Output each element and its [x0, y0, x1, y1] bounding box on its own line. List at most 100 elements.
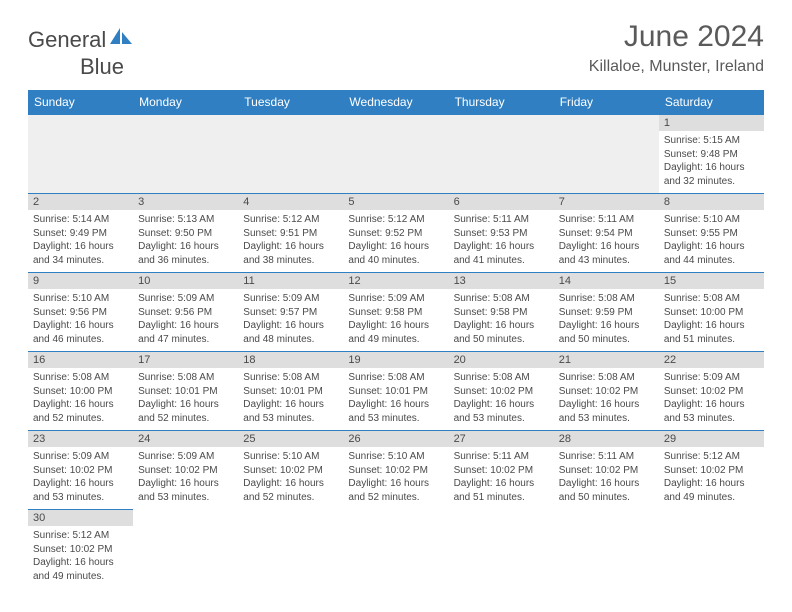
sunrise-text: Sunrise: 5:08 AM	[664, 292, 759, 306]
day-number: 24	[133, 431, 238, 447]
weekday-header: Wednesday	[343, 90, 448, 115]
day-cell: 27Sunrise: 5:11 AMSunset: 10:02 PMDaylig…	[449, 431, 554, 510]
day-number: 11	[238, 273, 343, 289]
sunset-text: Sunset: 10:02 PM	[664, 385, 759, 399]
sunrise-text: Sunrise: 5:12 AM	[243, 213, 338, 227]
day-details: Sunrise: 5:10 AMSunset: 10:02 PMDaylight…	[238, 447, 343, 509]
daylight-text-2: and 53 minutes.	[243, 412, 338, 426]
day-cell: 4Sunrise: 5:12 AMSunset: 9:51 PMDaylight…	[238, 194, 343, 273]
day-number: 25	[238, 431, 343, 447]
sunrise-text: Sunrise: 5:09 AM	[33, 450, 128, 464]
sunset-text: Sunset: 9:54 PM	[559, 227, 654, 241]
day-number: 26	[343, 431, 448, 447]
daylight-text-1: Daylight: 16 hours	[33, 477, 128, 491]
sail-icon	[108, 26, 134, 53]
empty-cell	[133, 115, 238, 194]
day-cell: 5Sunrise: 5:12 AMSunset: 9:52 PMDaylight…	[343, 194, 448, 273]
daylight-text-2: and 40 minutes.	[348, 254, 443, 268]
daylight-text-1: Daylight: 16 hours	[348, 398, 443, 412]
day-number: 6	[449, 194, 554, 210]
weekday-header: Saturday	[659, 90, 764, 115]
day-number: 19	[343, 352, 448, 368]
sunset-text: Sunset: 9:56 PM	[138, 306, 233, 320]
sunset-text: Sunset: 9:50 PM	[138, 227, 233, 241]
daylight-text-1: Daylight: 16 hours	[559, 319, 654, 333]
empty-cell	[343, 115, 448, 194]
calendar-row: 30Sunrise: 5:12 AMSunset: 10:02 PMDaylig…	[28, 510, 764, 589]
sunset-text: Sunset: 10:02 PM	[664, 464, 759, 478]
day-details: Sunrise: 5:08 AMSunset: 10:01 PMDaylight…	[343, 368, 448, 430]
day-cell: 17Sunrise: 5:08 AMSunset: 10:01 PMDaylig…	[133, 352, 238, 431]
daylight-text-1: Daylight: 16 hours	[559, 240, 654, 254]
daylight-text-2: and 52 minutes.	[138, 412, 233, 426]
sunset-text: Sunset: 10:01 PM	[348, 385, 443, 399]
day-details: Sunrise: 5:11 AMSunset: 9:54 PMDaylight:…	[554, 210, 659, 272]
daylight-text-1: Daylight: 16 hours	[138, 240, 233, 254]
sunrise-text: Sunrise: 5:08 AM	[33, 371, 128, 385]
logo-text-2: Blue	[80, 54, 124, 79]
daylight-text-1: Daylight: 16 hours	[348, 319, 443, 333]
day-cell: 29Sunrise: 5:12 AMSunset: 10:02 PMDaylig…	[659, 431, 764, 510]
calendar-body: 1Sunrise: 5:15 AMSunset: 9:48 PMDaylight…	[28, 115, 764, 589]
weekday-header: Sunday	[28, 90, 133, 115]
sunrise-text: Sunrise: 5:11 AM	[454, 213, 549, 227]
day-number: 23	[28, 431, 133, 447]
day-number: 2	[28, 194, 133, 210]
sunrise-text: Sunrise: 5:09 AM	[138, 450, 233, 464]
daylight-text-2: and 41 minutes.	[454, 254, 549, 268]
daylight-text-2: and 49 minutes.	[348, 333, 443, 347]
sunrise-text: Sunrise: 5:09 AM	[243, 292, 338, 306]
day-number: 17	[133, 352, 238, 368]
sunrise-text: Sunrise: 5:12 AM	[348, 213, 443, 227]
sunrise-text: Sunrise: 5:10 AM	[243, 450, 338, 464]
daylight-text-2: and 51 minutes.	[454, 491, 549, 505]
day-cell: 6 Sunrise: 5:11 AMSunset: 9:53 PMDaylight…	[449, 194, 554, 273]
day-details: Sunrise: 5:08 AMSunset: 9:59 PMDaylight:…	[554, 289, 659, 351]
sunset-text: Sunset: 9:48 PM	[664, 148, 759, 162]
sunrise-text: Sunrise: 5:12 AM	[664, 450, 759, 464]
day-number: 27	[449, 431, 554, 447]
day-number: 15	[659, 273, 764, 289]
day-cell: 2Sunrise: 5:14 AMSunset: 9:49 PMDaylight…	[28, 194, 133, 273]
sunrise-text: Sunrise: 5:08 AM	[138, 371, 233, 385]
weekday-header: Tuesday	[238, 90, 343, 115]
daylight-text-1: Daylight: 16 hours	[348, 477, 443, 491]
sunset-text: Sunset: 9:53 PM	[454, 227, 549, 241]
sunset-text: Sunset: 10:00 PM	[33, 385, 128, 399]
day-cell: 24Sunrise: 5:09 AMSunset: 10:02 PMDaylig…	[133, 431, 238, 510]
daylight-text-1: Daylight: 16 hours	[243, 398, 338, 412]
calendar-row: 2Sunrise: 5:14 AMSunset: 9:49 PMDaylight…	[28, 194, 764, 273]
day-cell: 22Sunrise: 5:09 AMSunset: 10:02 PMDaylig…	[659, 352, 764, 431]
sunset-text: Sunset: 9:49 PM	[33, 227, 128, 241]
sunrise-text: Sunrise: 5:09 AM	[664, 371, 759, 385]
daylight-text-2: and 50 minutes.	[454, 333, 549, 347]
daylight-text-2: and 52 minutes.	[33, 412, 128, 426]
day-number: 16	[28, 352, 133, 368]
daylight-text-2: and 52 minutes.	[243, 491, 338, 505]
daylight-text-2: and 46 minutes.	[33, 333, 128, 347]
sunrise-text: Sunrise: 5:08 AM	[348, 371, 443, 385]
calendar-row: 16Sunrise: 5:08 AMSunset: 10:00 PMDaylig…	[28, 352, 764, 431]
month-title: June 2024	[589, 20, 764, 54]
daylight-text-2: and 43 minutes.	[559, 254, 654, 268]
daylight-text-2: and 50 minutes.	[559, 333, 654, 347]
daylight-text-1: Daylight: 16 hours	[664, 319, 759, 333]
day-details: Sunrise: 5:09 AMSunset: 10:02 PMDaylight…	[133, 447, 238, 509]
day-cell: 26Sunrise: 5:10 AMSunset: 10:02 PMDaylig…	[343, 431, 448, 510]
daylight-text-1: Daylight: 16 hours	[243, 319, 338, 333]
daylight-text-2: and 53 minutes.	[33, 491, 128, 505]
day-cell: 20Sunrise: 5:08 AMSunset: 10:02 PMDaylig…	[449, 352, 554, 431]
day-details: Sunrise: 5:08 AMSunset: 10:02 PMDaylight…	[554, 368, 659, 430]
empty-cell	[449, 115, 554, 194]
day-cell: 19Sunrise: 5:08 AMSunset: 10:01 PMDaylig…	[343, 352, 448, 431]
daylight-text-1: Daylight: 16 hours	[664, 477, 759, 491]
daylight-text-1: Daylight: 16 hours	[454, 240, 549, 254]
day-number: 7	[554, 194, 659, 210]
day-details: Sunrise: 5:09 AMSunset: 9:57 PMDaylight:…	[238, 289, 343, 351]
daylight-text-2: and 50 minutes.	[559, 491, 654, 505]
sunset-text: Sunset: 10:00 PM	[664, 306, 759, 320]
day-details: Sunrise: 5:12 AMSunset: 10:02 PMDaylight…	[659, 447, 764, 509]
daylight-text-2: and 53 minutes.	[138, 491, 233, 505]
day-cell: 28Sunrise: 5:11 AMSunset: 10:02 PMDaylig…	[554, 431, 659, 510]
day-details: Sunrise: 5:10 AMSunset: 9:56 PMDaylight:…	[28, 289, 133, 351]
